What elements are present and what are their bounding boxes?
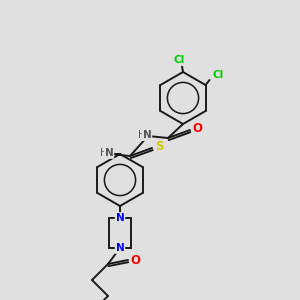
Text: N: N <box>116 243 124 253</box>
Text: S: S <box>155 140 163 154</box>
Text: Cl: Cl <box>173 55 184 65</box>
Text: N: N <box>105 148 113 158</box>
Text: H: H <box>100 148 108 158</box>
Text: Cl: Cl <box>213 70 224 80</box>
Text: H: H <box>138 130 146 140</box>
Text: N: N <box>116 213 124 223</box>
Text: O: O <box>130 254 140 266</box>
Text: O: O <box>192 122 202 136</box>
Text: N: N <box>142 130 152 140</box>
